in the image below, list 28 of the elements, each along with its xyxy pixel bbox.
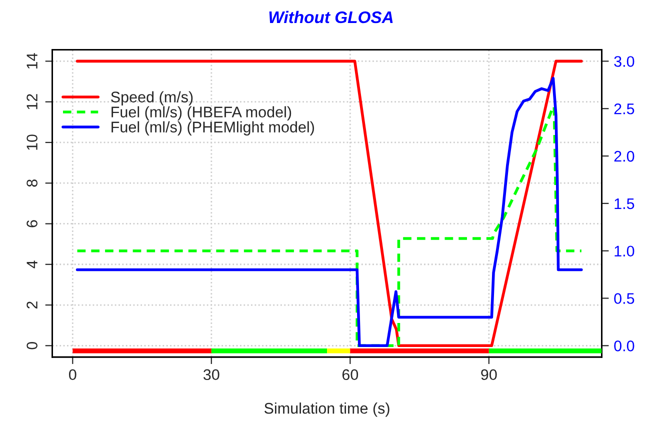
bar — [72, 348, 212, 354]
y2-tick-label: 1.5 — [614, 198, 634, 210]
x-tick-label: 0 — [68, 369, 76, 380]
y-tick-label: 4 — [26, 260, 38, 268]
x-axis-title: Simulation time (s) — [264, 402, 390, 417]
y2-tick-label: 1.0 — [614, 246, 634, 257]
y-tick-label: 14 — [26, 53, 38, 69]
y2-tick-label: 3.0 — [614, 56, 634, 67]
x-tick-label: 90 — [481, 369, 497, 380]
y-tick-label: 10 — [26, 134, 38, 150]
bar — [327, 348, 350, 354]
x-tick-label: 60 — [342, 369, 358, 380]
y-tick-label: 6 — [26, 220, 38, 228]
y-tick-label: 12 — [26, 94, 38, 110]
y-tick-label: 0 — [26, 342, 38, 350]
y-tick-label: 2 — [26, 302, 38, 308]
legend-label: Fuel (ml/s) (PHEMlight model) — [112, 121, 314, 136]
bar — [488, 348, 602, 354]
y2-tick-label: 2.5 — [614, 103, 634, 114]
y-tick-label: 8 — [26, 180, 38, 187]
y2-tick-label: 0.0 — [614, 340, 634, 352]
legend-label: Fuel (ml/s) (HBEFA model) — [112, 106, 292, 120]
legend-label: Speed (m/s) — [111, 91, 193, 106]
x-tick-label: 30 — [203, 369, 220, 380]
y2-tick-label: 0.5 — [614, 293, 634, 304]
bar — [211, 348, 328, 354]
chart-title: Without GLOSA — [269, 10, 393, 24]
y2-tick-label: 2.0 — [614, 150, 634, 162]
